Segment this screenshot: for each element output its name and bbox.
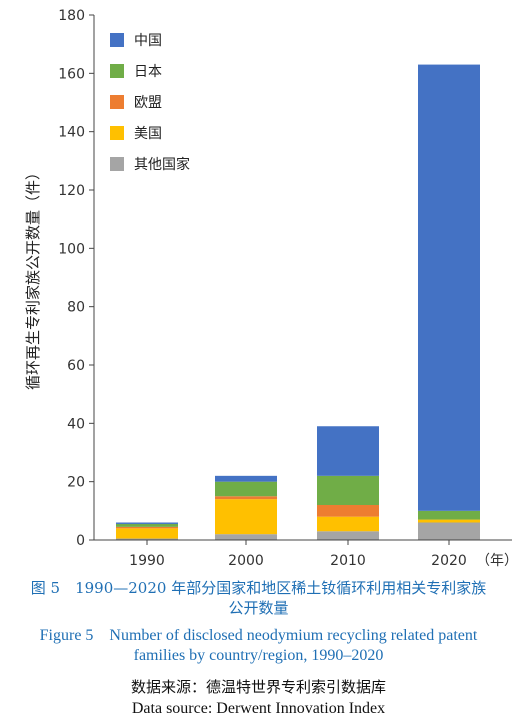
y-tick-label: 180 <box>58 8 85 24</box>
legend-label: 欧盟 <box>134 95 162 111</box>
bar-segment <box>215 475 277 482</box>
x-tick-label: 2020 <box>431 553 467 569</box>
y-tick-label: 40 <box>67 416 85 432</box>
y-tick-label: 120 <box>58 183 85 199</box>
bar-segment <box>215 499 277 535</box>
figure-caption-zh: 图 5 1990—2020 年部分国家和地区稀土钕循环利用相关专利家族公开数量 <box>30 579 487 617</box>
x-tick-label: 2010 <box>330 553 366 569</box>
bar-segment <box>317 531 379 540</box>
data-source-zh: 数据来源：德温特世界专利索引数据库 <box>130 678 386 696</box>
bar-segment <box>116 522 178 524</box>
bar-segment <box>116 528 178 539</box>
y-tick-label: 80 <box>67 300 85 316</box>
y-tick-label: 60 <box>67 358 85 374</box>
legend-swatch <box>110 33 124 47</box>
bar-segment <box>116 538 178 540</box>
y-tick-label: 0 <box>76 533 85 549</box>
bar-segment <box>215 496 277 500</box>
legend-label: 美国 <box>134 126 162 142</box>
x-unit-label: （年） <box>476 553 517 569</box>
legend-swatch <box>110 95 124 109</box>
y-tick-label: 20 <box>67 475 85 491</box>
bar-segment <box>116 523 178 527</box>
legend-label: 其他国家 <box>134 156 190 173</box>
figure-caption-en: Figure 5 Number of disclosed neodymium r… <box>39 627 478 664</box>
bar-segment <box>418 510 480 520</box>
legend-label: 日本 <box>134 64 162 80</box>
y-tick-label: 100 <box>58 241 85 257</box>
x-tick-label: 1990 <box>129 553 165 569</box>
legend-swatch <box>110 126 124 140</box>
x-tick-label: 2000 <box>228 553 264 569</box>
bar-segment <box>418 522 480 540</box>
bar-segment <box>317 505 379 517</box>
y-axis-label: 循环再生专利家族公开数量（件） <box>24 165 42 390</box>
data-source-en: Data source: Derwent Innovation Index <box>131 700 386 717</box>
chart-axes: 0 20 40 60 80 100 120 140 160 180 1990 2000 2010 2020… <box>58 8 517 569</box>
y-tick-label: 160 <box>58 66 85 82</box>
bar-segment <box>418 519 480 523</box>
y-tick-label: 140 <box>58 125 85 141</box>
legend-swatch <box>110 157 124 171</box>
bar-group <box>116 64 480 540</box>
bar-segment <box>418 64 480 511</box>
bar-segment <box>317 426 379 476</box>
bar-segment <box>317 475 379 505</box>
bar-segment <box>215 481 277 497</box>
legend-label: 中国 <box>134 33 162 49</box>
bar-segment <box>215 534 277 540</box>
bar-segment <box>116 526 178 529</box>
legend-swatch <box>110 64 124 78</box>
bar-segment <box>317 516 379 532</box>
